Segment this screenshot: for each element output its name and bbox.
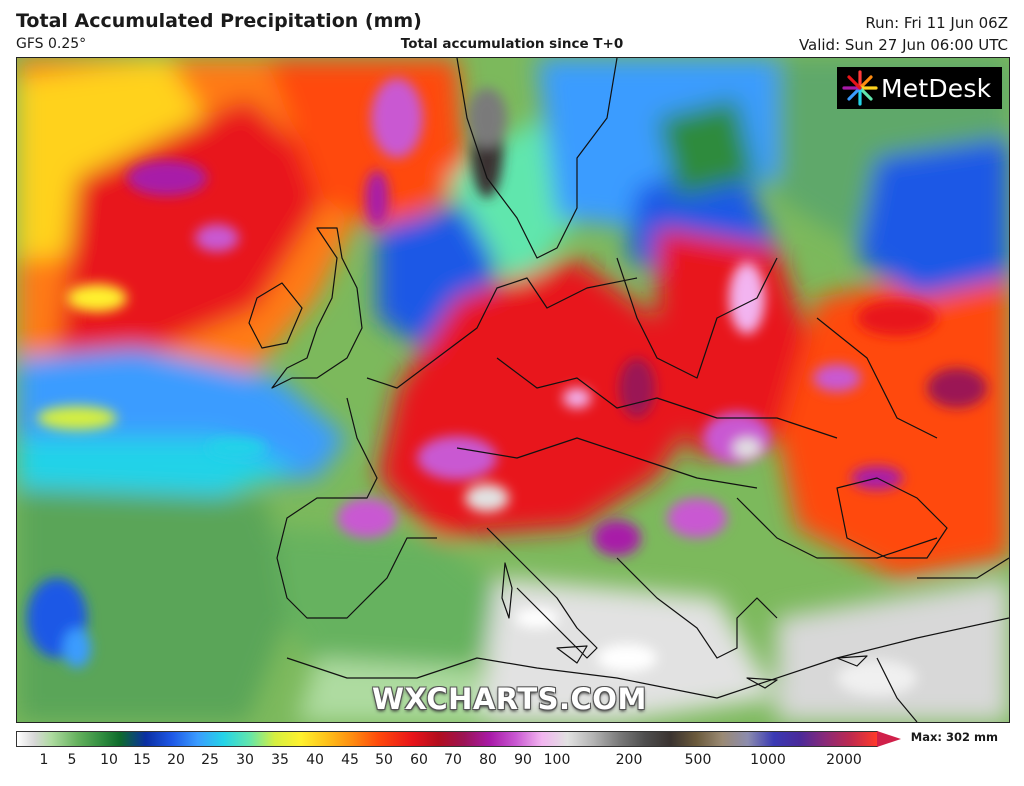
scale-tick-label: 35 — [271, 752, 289, 768]
model-label: GFS 0.25° — [16, 36, 87, 52]
max-value-label: Max: 302 mm — [910, 730, 998, 744]
color-scale — [16, 731, 906, 747]
scale-tick-label: 1 — [39, 752, 49, 768]
color-scale-bar — [16, 731, 878, 747]
run-time: Run: Fri 11 Jun 06Z — [865, 14, 1008, 32]
metdesk-starburst-icon — [842, 70, 878, 106]
precipitation-field — [17, 58, 1009, 722]
scale-tick-label: 50 — [375, 752, 393, 768]
scale-tick-label: 90 — [514, 752, 532, 768]
valid-time: Valid: Sun 27 Jun 06:00 UTC — [798, 36, 1008, 54]
chart-subtitle: Total accumulation since T+0 — [400, 36, 624, 52]
scale-tick-label: 500 — [684, 752, 712, 768]
scale-tick-label: 5 — [67, 752, 77, 768]
scale-tick-label: 20 — [167, 752, 185, 768]
scale-tick-labels: 1 5 10 15 20 25 30 35 40 45 50 60 70 80 90 100 200 500 100… — [16, 752, 876, 772]
metdesk-logo: MetDesk — [837, 67, 1002, 109]
scale-tick-label: 100 — [543, 752, 571, 768]
metdesk-wordmark: MetDesk — [881, 73, 992, 103]
scale-tick-label: 30 — [236, 752, 254, 768]
wxcharts-watermark: WXCHARTS.COM — [372, 682, 647, 716]
scale-max-arrow-icon — [877, 731, 901, 747]
scale-tick-label: 25 — [201, 752, 219, 768]
scale-tick-label: 40 — [306, 752, 324, 768]
scale-tick-label: 15 — [133, 752, 151, 768]
scale-tick-label: 45 — [341, 752, 359, 768]
precipitation-map: MetDesk WXCHARTS.COM — [16, 57, 1010, 723]
scale-tick-label: 200 — [615, 752, 643, 768]
scale-tick-label: 10 — [100, 752, 118, 768]
scale-tick-label: 60 — [410, 752, 428, 768]
scale-tick-label: 80 — [479, 752, 497, 768]
scale-tick-label: 1000 — [750, 752, 786, 768]
scale-tick-label: 2000 — [826, 752, 862, 768]
chart-title: Total Accumulated Precipitation (mm) — [16, 10, 422, 32]
scale-tick-label: 70 — [444, 752, 462, 768]
